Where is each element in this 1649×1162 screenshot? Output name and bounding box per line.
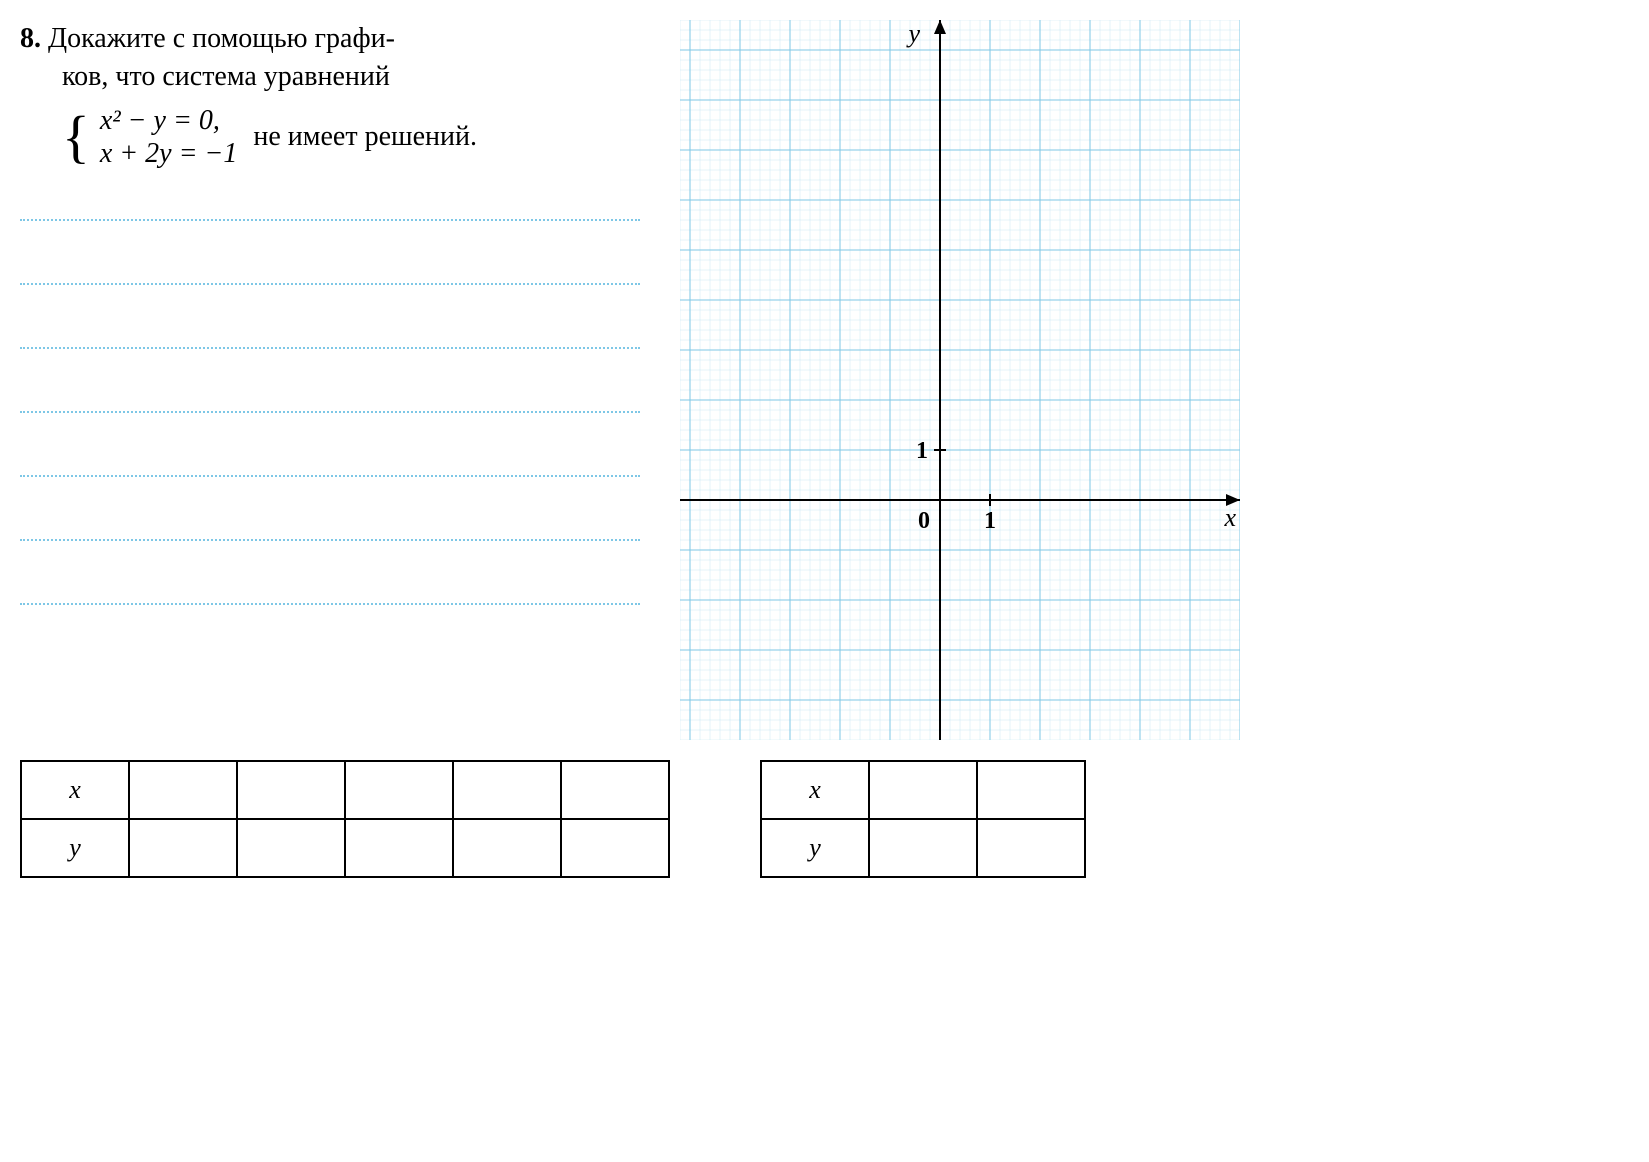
- answer-line: [20, 347, 640, 349]
- svg-text:x: x: [1223, 503, 1236, 532]
- table-cell: [561, 761, 669, 819]
- table-cell: [129, 819, 237, 877]
- equation-suffix: не имеет решений.: [253, 121, 477, 153]
- xy-table-right: xy: [760, 760, 1086, 878]
- answer-line: [20, 283, 640, 285]
- svg-text:1: 1: [984, 508, 996, 534]
- table-cell: [453, 819, 561, 877]
- problem-number: 8.: [20, 23, 41, 54]
- tables-row: xy xy: [20, 760, 1329, 878]
- equation-2: x + 2y = −1: [100, 137, 238, 171]
- answer-line: [20, 411, 640, 413]
- problem-line2: ков, что система уравнений: [62, 58, 390, 96]
- answer-line: [20, 219, 640, 221]
- table-cell: [869, 761, 977, 819]
- table-cell: [977, 761, 1085, 819]
- table-cell: [453, 761, 561, 819]
- problem-statement: 8. Докажите с помощью графи- ков, что си…: [20, 20, 640, 96]
- answer-line: [20, 539, 640, 541]
- equation-system: { x² − y = 0, x + 2y = −1 не имеет решен…: [62, 104, 640, 171]
- table-row-label: x: [21, 761, 129, 819]
- table-cell: [869, 819, 977, 877]
- coordinate-graph: y x 0 1 1: [680, 20, 1240, 740]
- content-row: 8. Докажите с помощью графи- ков, что си…: [20, 20, 1329, 740]
- table-row-label: x: [761, 761, 869, 819]
- page: 8. Докажите с помощью графи- ков, что си…: [20, 20, 1329, 878]
- table-cell: [129, 761, 237, 819]
- left-column: 8. Докажите с помощью графи- ков, что си…: [20, 20, 640, 667]
- table-row-label: y: [21, 819, 129, 877]
- equation-1: x² − y = 0,: [100, 104, 238, 138]
- answer-lines: [20, 219, 640, 605]
- brace-icon: {: [62, 108, 90, 166]
- table-cell: [561, 819, 669, 877]
- graph-svg: y x 0 1 1: [680, 20, 1240, 740]
- table-row-label: y: [761, 819, 869, 877]
- table-cell: [237, 819, 345, 877]
- xy-table-left: xy: [20, 760, 670, 878]
- equation-stack: x² − y = 0, x + 2y = −1: [100, 104, 238, 171]
- answer-line: [20, 475, 640, 477]
- svg-text:y: y: [905, 20, 920, 48]
- table-cell: [345, 761, 453, 819]
- table-cell: [237, 761, 345, 819]
- table-cell: [345, 819, 453, 877]
- svg-text:1: 1: [916, 438, 928, 464]
- problem-line1: Докажите с помощью графи-: [48, 23, 395, 54]
- right-column: y x 0 1 1: [680, 20, 1240, 740]
- answer-line: [20, 603, 640, 605]
- table-cell: [977, 819, 1085, 877]
- svg-text:0: 0: [918, 508, 930, 534]
